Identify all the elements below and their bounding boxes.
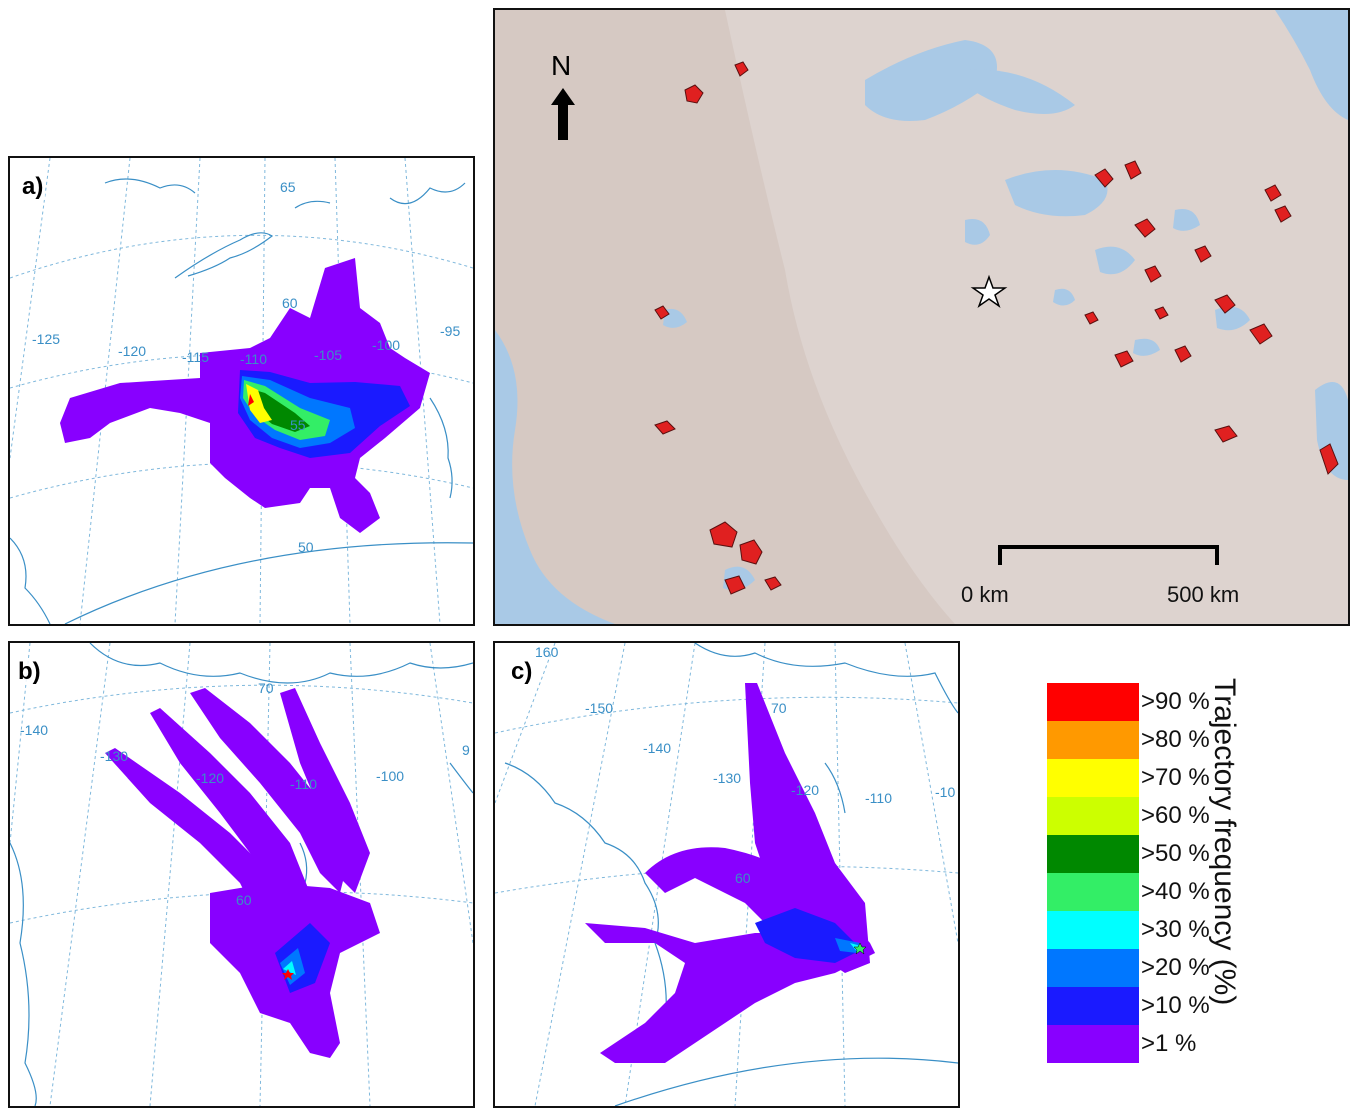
lon-label: -110 — [240, 351, 267, 367]
trajectory-density-b — [105, 688, 380, 1058]
legend-label: >30 % — [1141, 916, 1210, 943]
lon-label: 160 — [535, 644, 559, 660]
legend-swatch — [1047, 683, 1139, 721]
fire-polygons — [654, 61, 1339, 595]
lon-label: -110 — [290, 776, 317, 792]
water-bodies — [495, 10, 1348, 624]
scale-start-label: 0 km — [961, 582, 1009, 607]
lon-label: -140 — [643, 740, 671, 756]
lon-label: -100 — [372, 337, 400, 353]
panel-label-b: b) — [16, 658, 43, 685]
lat-label: 50 — [298, 539, 314, 555]
legend-label: >80 % — [1141, 726, 1210, 753]
legend-swatch — [1047, 759, 1139, 797]
trajectory-map-b-graphic: 70 60 -140 -130 -120 -110 -100 9 — [10, 643, 473, 1106]
legend-label: >90 % — [1141, 688, 1210, 715]
lon-label: -130 — [100, 748, 128, 764]
legend-label: >10 % — [1141, 992, 1210, 1019]
legend-label: >50 % — [1141, 840, 1210, 867]
frequency-legend: >90 % >80 % >70 % >60 % >50 % >40 % >30 … — [1045, 678, 1345, 1083]
legend-label: >20 % — [1141, 954, 1210, 981]
overview-map-panel: N 0 km 500 km — [493, 8, 1350, 626]
lon-label: -120 — [196, 770, 224, 786]
north-label: N — [551, 50, 572, 81]
lon-label: 9 — [462, 742, 470, 758]
legend-label: >1 % — [1141, 1030, 1197, 1057]
panel-label-a: a) — [20, 173, 46, 200]
lon-label: -100 — [376, 768, 404, 784]
lon-label: -150 — [585, 700, 613, 716]
lat-label: 55 — [290, 417, 306, 433]
lon-label: -10 — [935, 784, 955, 800]
legend-swatch — [1047, 797, 1139, 835]
trajectory-density-c — [585, 683, 875, 1063]
scale-bar — [998, 545, 1219, 565]
scale-end-label: 500 km — [1167, 582, 1240, 607]
lon-label: -140 — [20, 722, 48, 738]
lon-label: -130 — [713, 770, 741, 786]
legend-swatch — [1047, 835, 1139, 873]
lon-label: -115 — [182, 349, 209, 365]
legend-label: >70 % — [1141, 764, 1210, 791]
trajectory-map-panel-c: 160 -150 -140 -130 -120 -110 -10 70 60 c… — [493, 641, 960, 1108]
trajectory-map-c-graphic: 160 -150 -140 -130 -120 -110 -10 70 60 — [495, 643, 958, 1106]
legend-label: >60 % — [1141, 802, 1210, 829]
panel-label-c: c) — [509, 658, 535, 685]
lon-label: -105 — [314, 347, 342, 363]
lat-label: 60 — [282, 295, 298, 311]
lon-label: -110 — [865, 790, 892, 806]
north-arrow-icon — [551, 88, 575, 140]
lon-label: -120 — [791, 782, 819, 798]
trajectory-map-panel-a: 65 60 55 50 -125 -120 -115 -110 -105 -10… — [8, 156, 475, 626]
lat-label: 65 — [280, 179, 296, 195]
lat-label: 70 — [771, 700, 787, 716]
legend-swatch — [1047, 949, 1139, 987]
legend-title: Trajectory frequency (%) — [1208, 678, 1241, 1006]
lon-label: -95 — [440, 323, 460, 339]
legend-swatch — [1047, 987, 1139, 1025]
lon-label: -120 — [118, 343, 146, 359]
lat-label: 60 — [236, 892, 252, 908]
site-star-icon — [970, 274, 1008, 308]
legend-swatch — [1047, 911, 1139, 949]
trajectory-map-panel-b: 70 60 -140 -130 -120 -110 -100 9 b) — [8, 641, 475, 1108]
lon-label: -125 — [32, 331, 60, 347]
overview-map-graphic — [495, 10, 1348, 624]
lat-label: 60 — [735, 870, 751, 886]
trajectory-density-a — [60, 258, 430, 533]
legend-swatch — [1047, 1025, 1139, 1063]
legend-label: >40 % — [1141, 878, 1210, 905]
trajectory-map-a-graphic: 65 60 55 50 -125 -120 -115 -110 -105 -10… — [10, 158, 473, 624]
legend-swatch — [1047, 721, 1139, 759]
lat-label: 70 — [258, 680, 274, 696]
legend-swatch — [1047, 873, 1139, 911]
